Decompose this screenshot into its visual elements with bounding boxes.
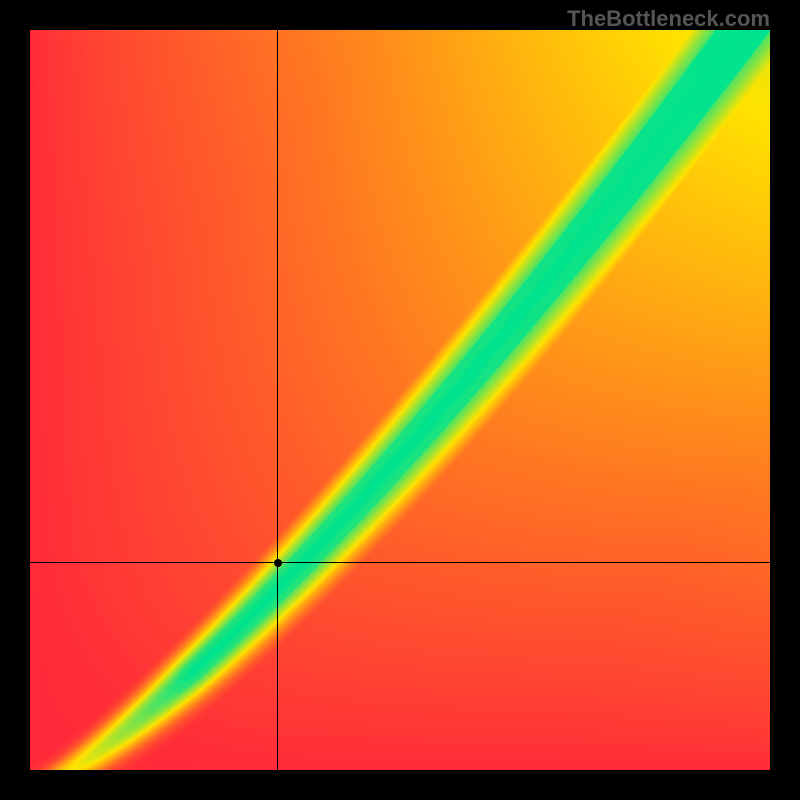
- crosshair-vertical: [277, 30, 278, 770]
- crosshair-marker: [274, 559, 282, 567]
- watermark-text: TheBottleneck.com: [567, 6, 770, 32]
- plot-area: [30, 30, 770, 770]
- crosshair-horizontal: [30, 562, 770, 563]
- heatmap-canvas: [30, 30, 770, 770]
